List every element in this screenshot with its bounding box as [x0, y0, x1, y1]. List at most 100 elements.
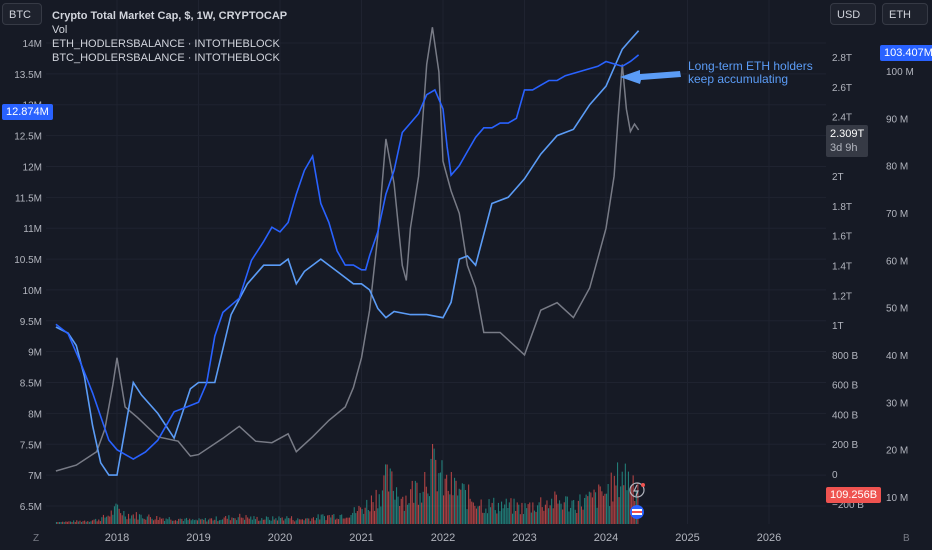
volume-bar: [372, 502, 374, 524]
volume-bar: [74, 522, 76, 524]
volume-bar: [175, 520, 177, 524]
volume-bar: [560, 503, 562, 524]
eth-value-badge: 103.407M: [880, 45, 932, 61]
volume-bar: [131, 515, 133, 524]
btc-hodlers-line: [55, 30, 640, 476]
logo-z-icon[interactable]: Z: [33, 533, 39, 544]
volume-bar: [359, 507, 361, 524]
volume-bar: [278, 516, 280, 524]
volume-bar: [120, 513, 122, 524]
btc-scale-button[interactable]: BTC: [2, 3, 42, 25]
volume-bar: [576, 513, 578, 524]
volume-bar: [512, 513, 514, 524]
volume-bar: [334, 519, 336, 524]
eth-tick-label: 70 M: [886, 209, 908, 220]
volume-bar: [358, 505, 360, 524]
volume-bar: [218, 520, 220, 524]
volume-bar: [631, 486, 633, 524]
volume-bar: [433, 448, 435, 524]
usd-scale-button[interactable]: USD: [830, 3, 876, 25]
volume-bar: [416, 482, 418, 524]
mcap-countdown: 3d 9h: [830, 142, 858, 154]
volume-bar: [544, 504, 546, 524]
volume-bar: [170, 519, 172, 524]
volume-bar: [425, 486, 427, 524]
usd-tick-label: 2.8T: [832, 53, 852, 64]
volume-bar: [454, 477, 456, 524]
x-tick-label: 2021: [349, 532, 373, 544]
volume-bar: [300, 519, 302, 524]
volume-bar: [254, 519, 256, 524]
volume-bar: [135, 512, 137, 524]
volume-bar: [408, 503, 410, 524]
volume-bar: [370, 495, 372, 524]
volume-bar: [375, 489, 377, 524]
volume-bar: [234, 518, 236, 524]
volume-bar: [529, 502, 531, 524]
volume-bar: [66, 521, 68, 524]
volume-bar: [540, 497, 542, 524]
eth-axis-ticks: 100 M 90 M 80 M 70 M 60 M 50 M 40 M 30 M 20 M 10 …: [886, 67, 914, 504]
volume-bar: [555, 494, 557, 524]
legend-btc[interactable]: BTC_HODLERSBALANCE · INTOTHEBLOCK: [52, 52, 280, 64]
volume-bar: [361, 509, 363, 524]
volume-bar: [557, 503, 559, 524]
volume-bar: [206, 521, 208, 524]
volume-bar: [228, 515, 230, 524]
volume-bar: [107, 515, 109, 524]
volume-bar: [298, 519, 300, 524]
volume-bar: [609, 506, 611, 524]
volume-bar: [142, 518, 144, 524]
alert-icons[interactable]: [629, 482, 645, 519]
btc-value-badge: 12.874M: [2, 104, 53, 120]
volume-bar: [626, 490, 628, 524]
volume-bar: [259, 520, 261, 524]
eth-tick-label: 80 M: [886, 162, 908, 173]
volume-bar: [124, 516, 126, 524]
auto-scale-b-icon[interactable]: B: [903, 533, 910, 544]
chart-legend: Crypto Total Market Cap, $, 1W, CRYPTOCA…: [52, 9, 287, 65]
volume-bar: [629, 492, 631, 524]
volume-bar: [96, 521, 98, 524]
volume-bar: [240, 517, 242, 524]
volume-bar: [524, 503, 526, 524]
volume-bar: [355, 513, 357, 524]
volume-bar: [341, 514, 343, 524]
eth-scale-button[interactable]: ETH: [882, 3, 928, 25]
legend-vol[interactable]: Vol: [52, 24, 68, 36]
volume-bar: [182, 521, 184, 524]
legend-title[interactable]: Crypto Total Market Cap, $, 1W, CRYPTOCA…: [52, 10, 288, 22]
volume-bar: [522, 514, 524, 524]
volume-bar: [596, 507, 598, 524]
x-tick-label: 2024: [594, 532, 618, 544]
volume-bar: [143, 518, 145, 524]
volume-bar: [508, 502, 510, 524]
volume-bar: [394, 499, 396, 524]
volume-bar: [201, 518, 203, 524]
left-tick-label: 11M: [23, 224, 42, 235]
volume-bar: [101, 517, 103, 524]
volume-bar: [526, 508, 528, 524]
volume-bar: [410, 489, 412, 524]
left-tick-label: 8.5M: [20, 379, 42, 390]
volume-bar: [482, 512, 484, 524]
usd-tick-label: 1.2T: [832, 291, 852, 302]
volume-bar: [84, 520, 86, 524]
volume-bar: [499, 511, 501, 524]
volume-bar: [562, 509, 564, 524]
volume-bar: [76, 520, 78, 524]
volume-bar: [236, 520, 238, 524]
volume-bar: [439, 472, 441, 524]
left-tick-label: 8M: [28, 409, 42, 420]
volume-bar: [574, 509, 576, 524]
volume-bar: [347, 517, 349, 524]
volume-bar: [269, 519, 271, 524]
volume-bar: [587, 496, 589, 524]
volume-bar: [378, 494, 380, 524]
volume-bar: [214, 519, 216, 524]
volume-bar: [333, 514, 335, 524]
volume-bar: [591, 497, 593, 524]
legend-eth[interactable]: ETH_HODLERSBALANCE · INTOTHEBLOCK: [52, 38, 280, 50]
volume-bar: [93, 519, 95, 524]
volume-bar: [286, 516, 288, 524]
